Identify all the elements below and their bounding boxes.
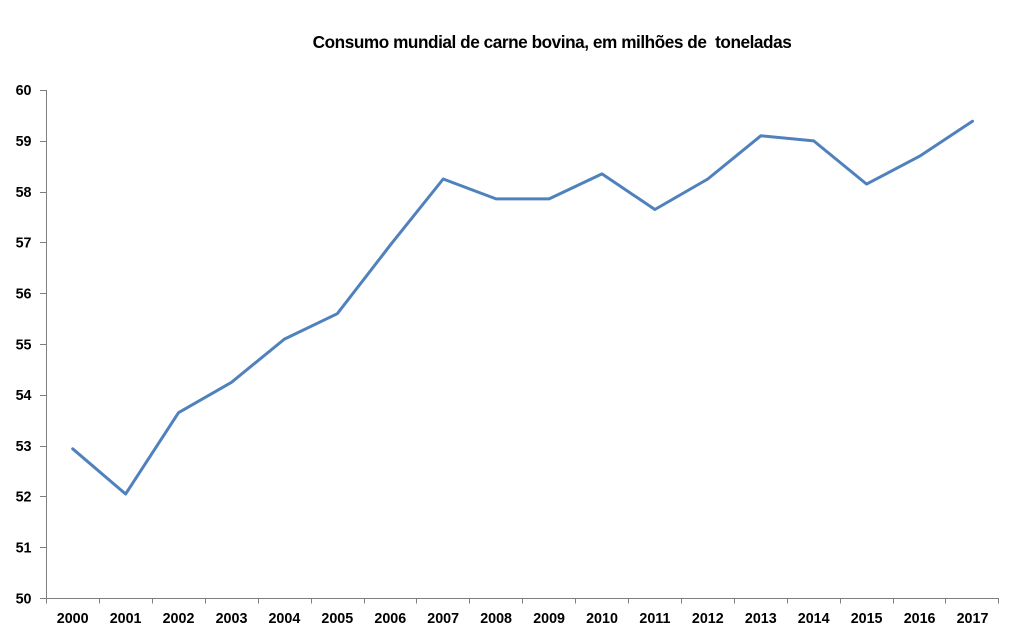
svg-text:58: 58 [16, 185, 32, 201]
svg-text:50: 50 [16, 591, 32, 607]
svg-text:54: 54 [16, 388, 32, 404]
svg-text:60: 60 [16, 83, 32, 99]
svg-text:2005: 2005 [321, 611, 353, 627]
svg-text:2017: 2017 [957, 611, 989, 627]
svg-text:2016: 2016 [904, 611, 936, 627]
svg-text:56: 56 [16, 287, 32, 303]
svg-text:2009: 2009 [533, 611, 565, 627]
svg-text:57: 57 [16, 236, 32, 252]
svg-text:52: 52 [16, 490, 32, 506]
svg-text:2007: 2007 [427, 611, 459, 627]
svg-text:2011: 2011 [639, 611, 670, 627]
svg-text:2015: 2015 [851, 611, 883, 627]
svg-text:2002: 2002 [163, 611, 195, 627]
svg-text:2012: 2012 [692, 611, 724, 627]
svg-text:55: 55 [16, 337, 32, 353]
svg-text:2006: 2006 [374, 611, 406, 627]
svg-text:Consumo mundial de carne bovin: Consumo mundial de carne bovina, em milh… [313, 32, 792, 52]
svg-text:51: 51 [16, 541, 32, 557]
svg-text:2008: 2008 [480, 611, 512, 627]
svg-text:2000: 2000 [57, 611, 89, 627]
svg-text:2004: 2004 [268, 611, 300, 627]
svg-text:2003: 2003 [216, 611, 248, 627]
svg-text:2010: 2010 [586, 611, 618, 627]
svg-text:2014: 2014 [798, 611, 830, 627]
svg-text:2013: 2013 [745, 611, 777, 627]
svg-text:2001: 2001 [110, 611, 142, 627]
svg-text:53: 53 [16, 439, 32, 455]
svg-text:59: 59 [16, 134, 32, 150]
